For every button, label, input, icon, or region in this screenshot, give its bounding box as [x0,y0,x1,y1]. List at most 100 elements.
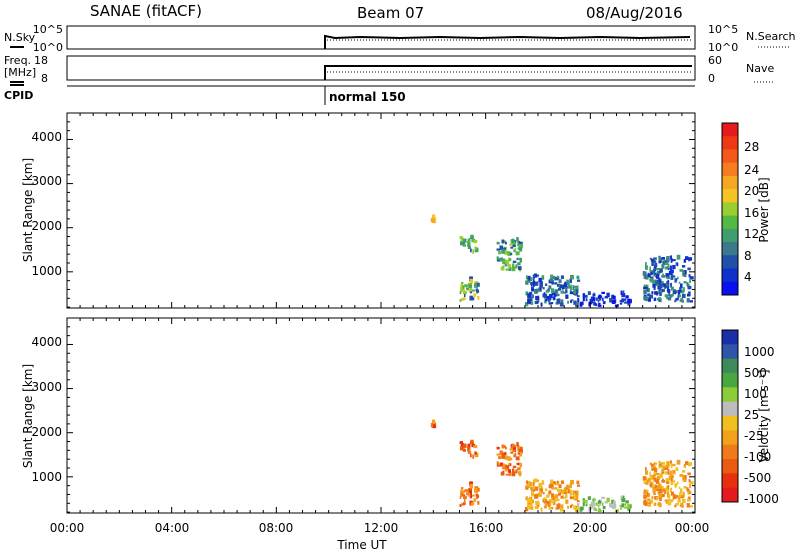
velocity-echo-cell [683,478,687,483]
velocity-echo-cell [530,488,533,492]
power-echo-cell [525,291,529,296]
power-echo-cell [549,278,554,282]
power-echo-cell [461,285,465,290]
station-title: SANAE (fitACF) [90,2,202,20]
power-echo-cell [678,289,682,293]
velocity-echoes [430,419,694,513]
velocity-echo-cell [683,463,687,468]
power-echo-cell [598,302,601,307]
power-echo-cell [652,260,657,263]
power-echo-cell [463,293,466,298]
velocity-echo-cell [544,504,548,507]
power-echo-cell [561,284,564,290]
power-echo-cell [537,299,539,303]
noise-search-label: N.Search [746,30,796,43]
velocity-echo-cell [681,502,684,508]
velocity-echo-cell [496,453,501,456]
power-echo-cell [470,297,475,301]
velocity-echo-cell [525,496,529,501]
power-echo-cell [687,267,691,271]
velocity-echo-cell [688,496,691,499]
velocity-ytick-2000: 2000 [31,425,62,439]
freq-left-tick-bottom: 8 [41,72,48,85]
velocity-echo-cell [681,470,686,473]
colorbar-swatch [722,189,738,203]
power-echo-cell [569,299,573,304]
velocity-echo-cell [576,490,579,496]
power-echo-cell [545,283,548,287]
power-echo-cell [508,258,512,261]
power-echo-cell [459,241,464,246]
velocity-echo-cell [643,501,648,506]
velocity-echo-cell [558,484,562,489]
colorbar-swatch [722,215,738,230]
freq-panel: Freq. [MHz] 18 8 60 0 Nave [4,54,774,85]
velocity-echo-cell [509,448,514,451]
velocity-echo-cell [519,452,523,457]
power-echo-cell [532,274,536,277]
power-echo-cell [541,275,545,280]
power-echo-cell [501,249,505,254]
velocity-echo-cell [549,483,554,487]
velocity-echo-cell [569,504,573,509]
power-echo-cell [651,291,654,295]
velocity-echo-cell [682,492,685,498]
power-echo-cell [554,289,559,294]
power-echo-cell [604,296,609,299]
power-echo-cell [553,276,556,280]
velocity-echo-cell [674,483,677,488]
power-echo-cell [585,298,588,302]
power-echo-cell [566,286,569,289]
velocity-echo-cell [496,461,499,465]
power-echo-cell [504,250,509,255]
velocity-echo-cell [664,499,667,503]
velocity-echo-cell [653,485,658,488]
velocity-echo-cell [679,488,683,494]
velocity-echo-cell [511,445,516,450]
power-echo-cell [570,299,574,302]
velocity-echo-cell [582,501,585,507]
velocity-echo-cell [463,443,467,448]
velocity-echo-cell [558,492,562,496]
power-echo-cell [643,271,647,275]
velocity-panel: Slant Range [km] 4000 3000 2000 1000 [21,317,696,514]
power-echo-cell [554,282,558,285]
velocity-echo-cell [540,507,543,512]
velocity-echo-cell [576,480,580,485]
power-echo-cell [582,294,586,298]
power-echo-cell [669,265,672,271]
power-echo-cell [467,241,469,245]
velocity-echo-cell [559,507,564,512]
power-echo-cell [477,295,480,300]
velocity-echo-cell [534,494,538,499]
power-echo-cell [652,269,657,272]
power-echo-cell [463,238,467,243]
velocity-echo-cell [659,462,663,468]
velocity-echo-cell [518,448,523,453]
freq-label-1: Freq. [4,54,31,67]
velocity-colorbar-frame [721,329,739,503]
power-echo-cell [653,287,656,291]
power-echo-cell [504,241,507,245]
power-echo-cell [686,298,690,303]
colorbar-swatch [722,136,738,150]
velocity-colorbar: 1000 500 100 25 -25 -100 -500 -1000 Velo… [721,329,779,506]
power-echo-cell [579,302,583,307]
velocity-echo-cell [467,443,471,448]
power-echo-cell [431,214,436,219]
power-echo-cell [659,291,662,297]
velocity-echo-cell [538,482,542,488]
power-echo-cell [556,283,560,287]
velocity-echo-cell [679,474,684,477]
velocity-echo-cell [683,486,687,489]
power-echo-cell [661,281,664,286]
power-echo-cell [683,281,687,284]
power-panel-ticks [66,112,696,308]
velocity-echo-cell [468,448,471,453]
velocity-echo-cell [464,489,468,493]
power-echo-cell [611,299,616,304]
power-echo-cell [649,266,651,272]
power-echo-cell [519,268,522,272]
velocity-ytick-3000: 3000 [31,380,62,394]
power-echo-cell [620,290,623,295]
